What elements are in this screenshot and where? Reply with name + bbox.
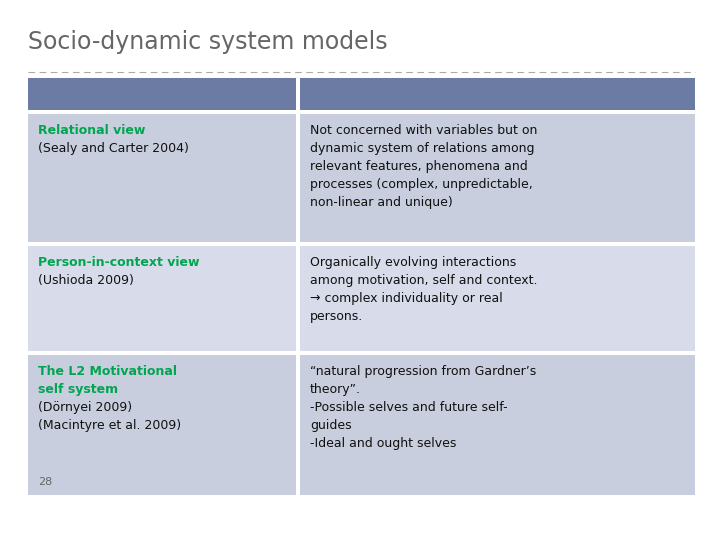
Text: self system: self system	[38, 383, 118, 396]
Text: guides: guides	[310, 419, 351, 432]
Bar	[300, 246, 695, 351]
Text: non-linear and unique): non-linear and unique)	[310, 196, 453, 209]
Text: Not concerned with variables but on: Not concerned with variables but on	[310, 124, 537, 137]
Text: -Possible selves and future self-: -Possible selves and future self-	[310, 401, 508, 414]
Text: (Dörnyei 2009): (Dörnyei 2009)	[38, 401, 132, 414]
Text: theory”.: theory”.	[310, 383, 361, 396]
Text: Relational view: Relational view	[38, 124, 145, 137]
Text: -Ideal and ought selves: -Ideal and ought selves	[310, 437, 456, 450]
Text: → complex individuality or real: → complex individuality or real	[310, 292, 503, 305]
Text: (Ushioda 2009): (Ushioda 2009)	[38, 274, 134, 287]
Text: The L2 Motivational: The L2 Motivational	[38, 365, 177, 378]
Text: processes (complex, unpredictable,: processes (complex, unpredictable,	[310, 178, 533, 191]
Bar	[28, 246, 296, 351]
Text: (Sealy and Carter 2004): (Sealy and Carter 2004)	[38, 142, 189, 155]
Bar	[300, 78, 695, 110]
Text: Person-in-context view: Person-in-context view	[38, 256, 199, 269]
Text: among motivation, self and context.: among motivation, self and context.	[310, 274, 538, 287]
Text: Socio-dynamic system models: Socio-dynamic system models	[28, 30, 387, 54]
Text: persons.: persons.	[310, 310, 364, 323]
Bar	[300, 355, 695, 495]
Bar	[300, 114, 695, 242]
Text: “natural progression from Gardner’s: “natural progression from Gardner’s	[310, 365, 536, 378]
Text: Organically evolving interactions: Organically evolving interactions	[310, 256, 516, 269]
Text: relevant features, phenomena and: relevant features, phenomena and	[310, 160, 528, 173]
Text: dynamic system of relations among: dynamic system of relations among	[310, 142, 534, 155]
Bar	[28, 114, 296, 242]
Text: 28: 28	[38, 477, 53, 487]
Text: (Macintyre et al. 2009): (Macintyre et al. 2009)	[38, 419, 181, 432]
Bar	[28, 355, 296, 495]
Bar	[28, 78, 296, 110]
